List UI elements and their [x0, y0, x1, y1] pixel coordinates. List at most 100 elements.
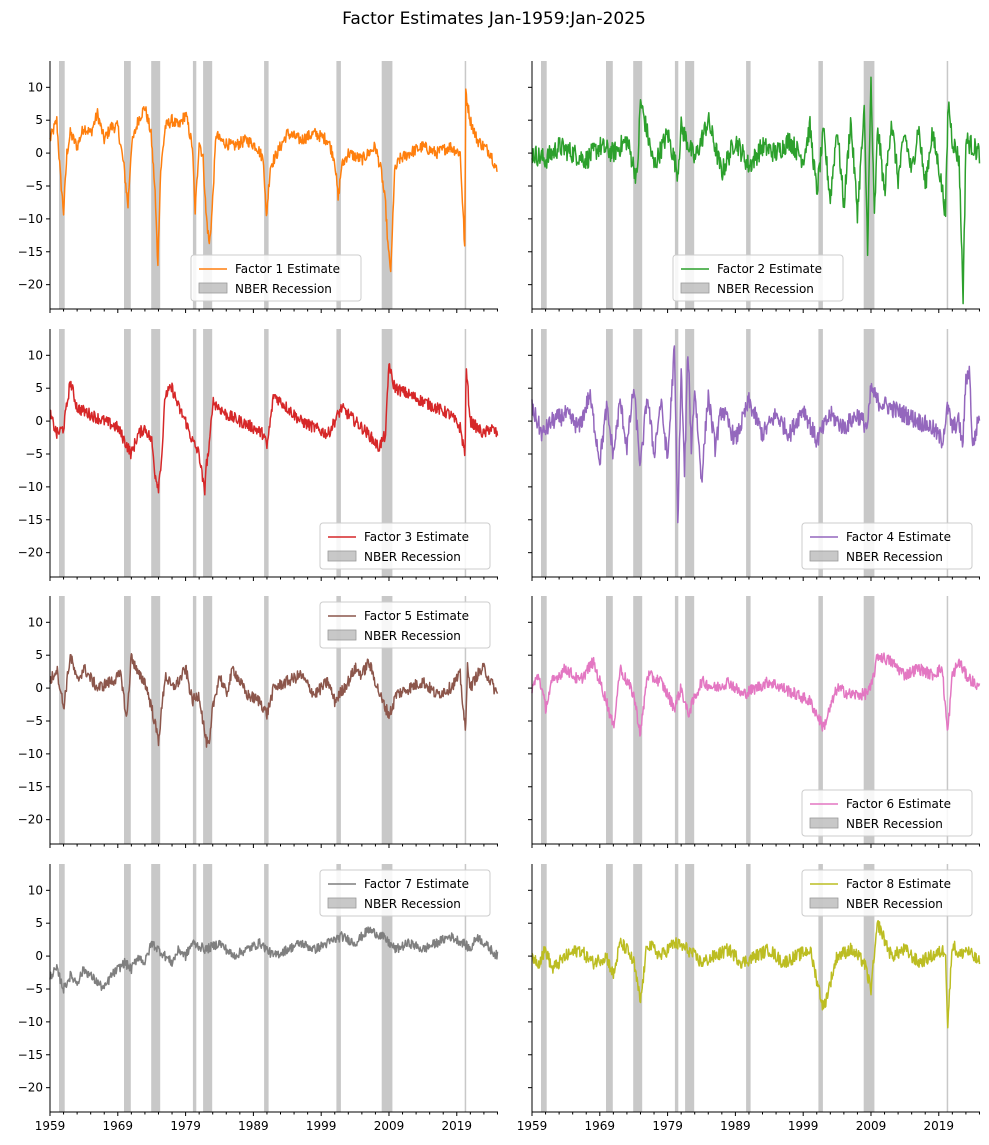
x-tick-label: 2009	[856, 1119, 887, 1133]
series-line-factor-3	[49, 363, 499, 496]
legend: Factor 2 Estimate NBER Recession	[672, 254, 844, 302]
recession-band	[946, 596, 949, 844]
subplot-factor-2: Factor 2 Estimate NBER Recession	[528, 61, 981, 313]
recession-band	[264, 61, 269, 309]
y-tick-label: 0	[35, 681, 43, 695]
y-tick-label: −20	[18, 1081, 43, 1095]
y-tick-label: 0	[35, 949, 43, 963]
series-line-factor-2	[531, 76, 981, 305]
recession-band	[746, 61, 751, 309]
recession-band	[124, 61, 131, 309]
recession-band	[192, 596, 197, 844]
y-tick-label: 5	[35, 916, 43, 930]
figure-title: Factor Estimates Jan-1959:Jan-2025	[342, 9, 646, 29]
legend: Factor 4 Estimate NBER Recession	[801, 522, 973, 570]
subplot-grid: 10 5 0 −5 −10 −15 −20 Factor 1 Estimate NBER Rec…	[18, 61, 981, 1133]
subplot-factor-1: 10 5 0 −5 −10 −15 −20 Factor 1 Estimate NBER Rec…	[18, 61, 498, 313]
recession-band	[606, 61, 613, 309]
legend: Factor 8 Estimate NBER Recession	[801, 869, 973, 917]
recession-band	[381, 864, 393, 1112]
subplot-factor-3: 10 5 0 −5 −10 −15 −20 Factor 3 Estimate NBER Rec…	[18, 329, 499, 581]
x-tick-label: 1989	[238, 1119, 269, 1133]
y-tick-label: 5	[35, 648, 43, 662]
recession-band	[203, 596, 213, 844]
legend-recession-swatch	[809, 550, 839, 562]
recession-band	[124, 864, 131, 1112]
y-tick-label: −15	[18, 245, 43, 259]
y-tick-label: 10	[28, 80, 43, 94]
y-tick-label: −15	[18, 1048, 43, 1062]
legend-box	[319, 522, 491, 570]
legend: Factor 3 Estimate NBER Recession	[319, 522, 491, 570]
subplot-factor-7: 10 5 0 −5 −10 −15 −20 1959 1969 1979 1989 1999 2009 2…	[18, 864, 499, 1133]
recession-band	[674, 596, 679, 844]
recession-band	[685, 329, 695, 577]
legend-series-label: Factor 1 Estimate	[235, 262, 340, 276]
y-tick-label: −15	[18, 513, 43, 527]
y-tick-label: 0	[35, 146, 43, 160]
recession-band	[633, 61, 643, 309]
legend: Factor 6 Estimate NBER Recession	[801, 789, 973, 837]
x-tick-label: 1999	[788, 1119, 819, 1133]
recession-band	[381, 329, 393, 577]
legend-recession-label: NBER Recession	[846, 897, 943, 911]
legend-recession-swatch	[327, 629, 357, 641]
recession-band	[685, 864, 695, 1112]
recession-band	[606, 864, 613, 1112]
legend-recession-swatch	[327, 550, 357, 562]
recession-band	[59, 61, 65, 309]
recession-band	[606, 329, 613, 577]
series-line-factor-5	[49, 653, 499, 748]
recession-band	[541, 596, 547, 844]
recession-band	[336, 864, 341, 1112]
recession-band	[264, 596, 269, 844]
recession-band	[124, 596, 131, 844]
legend-recession-label: NBER Recession	[717, 282, 814, 296]
legend-box	[672, 254, 844, 302]
y-tick-label: −15	[18, 780, 43, 794]
recession-band	[946, 61, 949, 309]
y-tick-label: −10	[18, 747, 43, 761]
recession-band	[151, 864, 161, 1112]
x-tick-label: 1999	[306, 1119, 337, 1133]
series-line-factor-1	[49, 88, 498, 273]
recession-band	[192, 864, 197, 1112]
legend-recession-label: NBER Recession	[846, 817, 943, 831]
legend-series-label: Factor 4 Estimate	[846, 530, 951, 544]
recession-band	[203, 864, 213, 1112]
legend-box	[801, 789, 973, 837]
recession-band	[946, 864, 949, 1112]
legend: Factor 1 Estimate NBER Recession	[190, 254, 362, 302]
y-tick-label: −10	[18, 1015, 43, 1029]
recession-band	[381, 596, 393, 844]
legend: Factor 7 Estimate NBER Recession	[319, 869, 491, 917]
y-tick-label: 10	[28, 615, 43, 629]
y-tick-label: 10	[28, 348, 43, 362]
legend-recession-label: NBER Recession	[364, 550, 461, 564]
recession-band	[203, 61, 213, 309]
x-tick-label: 1969	[585, 1119, 616, 1133]
recession-band	[541, 61, 547, 309]
y-tick-label: −20	[18, 546, 43, 560]
recession-band	[746, 596, 751, 844]
x-tick-label: 2009	[374, 1119, 405, 1133]
subplot-factor-8: 1959 1969 1979 1989 1999 2009 2019 Factor 8 Est…	[517, 864, 981, 1133]
legend-recession-swatch	[680, 282, 710, 294]
x-tick-label: 2019	[442, 1119, 473, 1133]
recession-band	[818, 864, 823, 1112]
subplot-factor-6: Factor 6 Estimate NBER Recession	[528, 596, 981, 848]
x-tick-label: 1969	[103, 1119, 134, 1133]
y-tick-label: −10	[18, 480, 43, 494]
x-tick-label: 1959	[35, 1119, 66, 1133]
y-tick-label: −5	[25, 982, 43, 996]
y-tick-label: −20	[18, 278, 43, 292]
recession-band	[464, 864, 467, 1112]
recession-band	[746, 329, 751, 577]
recession-band	[685, 596, 695, 844]
y-tick-label: −20	[18, 813, 43, 827]
legend-box	[190, 254, 362, 302]
legend-series-label: Factor 3 Estimate	[364, 530, 469, 544]
recession-band	[946, 329, 949, 577]
recession-band	[685, 61, 695, 309]
